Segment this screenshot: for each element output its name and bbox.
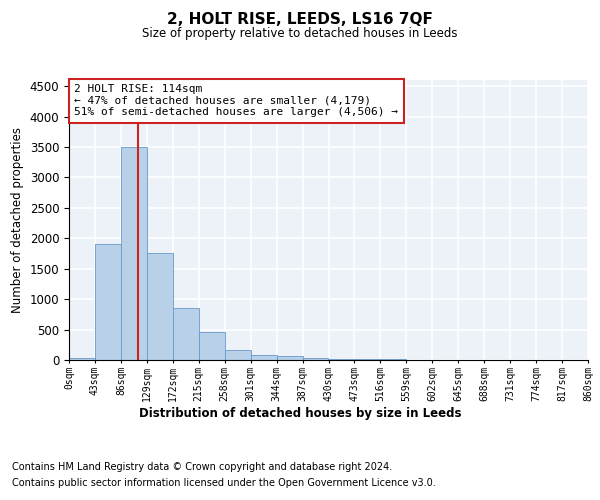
Bar [329,359,355,360]
Bar [147,254,173,360]
Bar [251,354,277,360]
Bar [302,358,329,360]
Bar [69,358,95,360]
Text: 2 HOLT RISE: 114sqm
← 47% of detached houses are smaller (4,179)
51% of semi-det: 2 HOLT RISE: 114sqm ← 47% of detached ho… [74,84,398,117]
Text: 2, HOLT RISE, LEEDS, LS16 7QF: 2, HOLT RISE, LEEDS, LS16 7QF [167,12,433,28]
Bar [224,350,251,360]
Y-axis label: Number of detached properties: Number of detached properties [11,127,24,313]
Text: Size of property relative to detached houses in Leeds: Size of property relative to detached ho… [142,28,458,40]
Bar [199,332,224,360]
Bar [121,147,147,360]
Bar [355,359,380,360]
Bar [95,244,121,360]
Text: Contains HM Land Registry data © Crown copyright and database right 2024.: Contains HM Land Registry data © Crown c… [12,462,392,472]
Bar [277,356,302,360]
Text: Contains public sector information licensed under the Open Government Licence v3: Contains public sector information licen… [12,478,436,488]
Text: Distribution of detached houses by size in Leeds: Distribution of detached houses by size … [139,408,461,420]
Bar [173,308,199,360]
